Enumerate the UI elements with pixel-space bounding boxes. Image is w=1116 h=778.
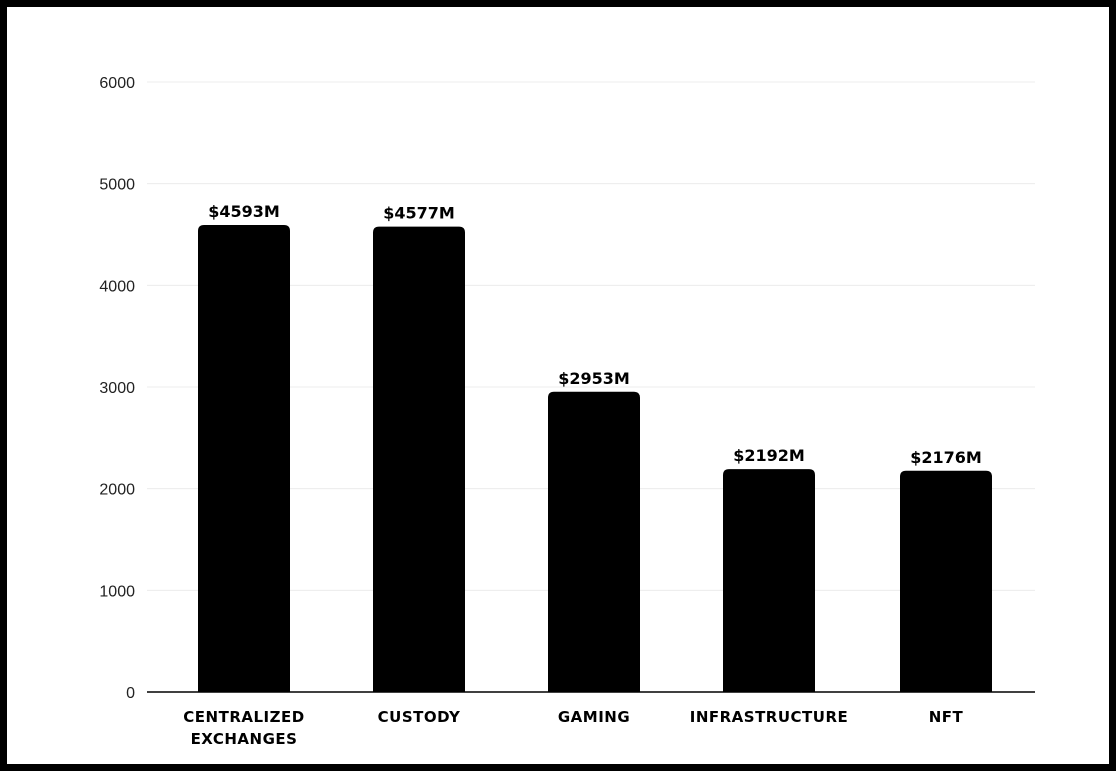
y-tick-label: 5000: [99, 177, 135, 194]
x-category-label: NFT: [929, 708, 964, 726]
y-tick-label: 6000: [99, 75, 135, 92]
x-category-label: INFRASTRUCTURE: [690, 708, 849, 726]
y-tick-label: 2000: [99, 482, 135, 499]
bars: [198, 225, 992, 693]
bar: [723, 469, 815, 692]
y-tick-label: 3000: [99, 380, 135, 397]
y-axis-ticks: 0 1000 2000 3000 4000 5000 6000: [99, 75, 135, 702]
x-category-label: EXCHANGES: [191, 730, 298, 748]
gridlines: [147, 81, 1035, 591]
bar-value-label: $4593M: [208, 202, 280, 221]
bar-value-label: $2192M: [733, 446, 805, 465]
bar-value-label: $2953M: [558, 369, 630, 388]
x-category-label: GAMING: [558, 708, 630, 726]
y-tick-label: 1000: [99, 583, 135, 600]
x-category-label: CENTRALIZED: [183, 708, 304, 726]
bar: [373, 226, 465, 692]
y-tick-label: 4000: [99, 278, 135, 295]
bar-value-label: $4577M: [383, 204, 455, 223]
bar-chart: 0 1000 2000 3000 4000 5000 6000 $4593M $4577M $2…: [99, 75, 1035, 748]
x-category-label: CUSTODY: [378, 708, 461, 726]
bar: [548, 391, 640, 692]
data-labels: $4593M $4577M $2953M $2192M $2176M: [208, 202, 982, 467]
y-tick-label: 0: [126, 685, 135, 702]
bar: [900, 470, 992, 692]
bar: [198, 225, 290, 693]
bar-value-label: $2176M: [910, 448, 982, 467]
x-axis-categories: CENTRALIZED EXCHANGES CUSTODY GAMING INFRAST…: [183, 708, 963, 748]
